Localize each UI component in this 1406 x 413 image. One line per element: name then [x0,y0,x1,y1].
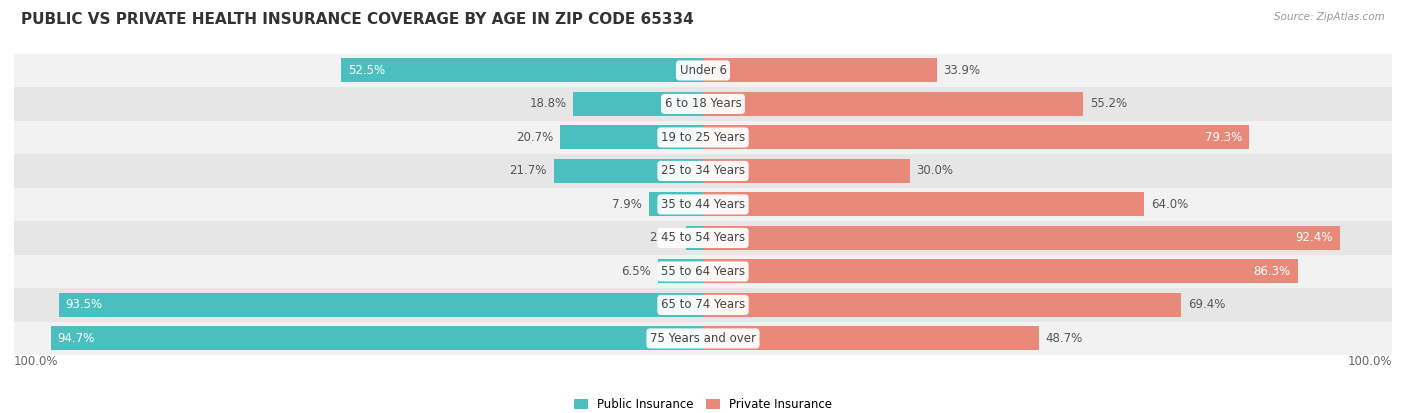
Bar [14,322,1392,355]
Text: 6.5%: 6.5% [621,265,651,278]
Bar [14,54,1392,87]
Text: 69.4%: 69.4% [1188,299,1226,311]
Bar [554,159,703,183]
Bar [14,255,1392,288]
Text: 86.3%: 86.3% [1254,265,1291,278]
Bar [14,87,1392,121]
Text: 55.2%: 55.2% [1090,97,1128,110]
Bar [14,154,1392,188]
Bar [51,326,703,351]
Bar [14,288,1392,322]
Text: 100.0%: 100.0% [1347,355,1392,368]
Text: 30.0%: 30.0% [917,164,953,178]
Text: 55 to 64 Years: 55 to 64 Years [661,265,745,278]
Text: 25 to 34 Years: 25 to 34 Years [661,164,745,178]
Bar [574,92,703,116]
Text: 6 to 18 Years: 6 to 18 Years [665,97,741,110]
Bar [703,226,1340,250]
Bar [14,221,1392,255]
Bar [342,58,703,83]
Text: 18.8%: 18.8% [530,97,567,110]
Text: Under 6: Under 6 [679,64,727,77]
Text: 79.3%: 79.3% [1205,131,1243,144]
Text: 92.4%: 92.4% [1295,231,1333,244]
Text: 100.0%: 100.0% [14,355,59,368]
Text: 45 to 54 Years: 45 to 54 Years [661,231,745,244]
Bar [703,259,1298,283]
Bar [14,188,1392,221]
Bar [703,92,1083,116]
Text: 33.9%: 33.9% [943,64,980,77]
Text: 35 to 44 Years: 35 to 44 Years [661,198,745,211]
Text: Source: ZipAtlas.com: Source: ZipAtlas.com [1274,12,1385,22]
Bar [686,226,703,250]
Bar [703,126,1250,150]
Bar [14,121,1392,154]
Text: 48.7%: 48.7% [1046,332,1083,345]
Text: 21.7%: 21.7% [509,164,547,178]
Bar [561,126,703,150]
Text: 19 to 25 Years: 19 to 25 Years [661,131,745,144]
Bar [703,58,936,83]
Text: PUBLIC VS PRIVATE HEALTH INSURANCE COVERAGE BY AGE IN ZIP CODE 65334: PUBLIC VS PRIVATE HEALTH INSURANCE COVER… [21,12,693,27]
Bar [59,293,703,317]
Bar [648,192,703,216]
Text: 52.5%: 52.5% [349,64,385,77]
Text: 94.7%: 94.7% [58,332,94,345]
Text: 65 to 74 Years: 65 to 74 Years [661,299,745,311]
Bar [703,192,1144,216]
Bar [658,259,703,283]
Text: 64.0%: 64.0% [1152,198,1188,211]
Text: 75 Years and over: 75 Years and over [650,332,756,345]
Text: 7.9%: 7.9% [612,198,641,211]
Bar [703,159,910,183]
Text: 20.7%: 20.7% [516,131,554,144]
Bar [703,293,1181,317]
Legend: Public Insurance, Private Insurance: Public Insurance, Private Insurance [569,393,837,413]
Text: 93.5%: 93.5% [66,299,103,311]
Text: 2.5%: 2.5% [650,231,679,244]
Bar [703,326,1039,351]
